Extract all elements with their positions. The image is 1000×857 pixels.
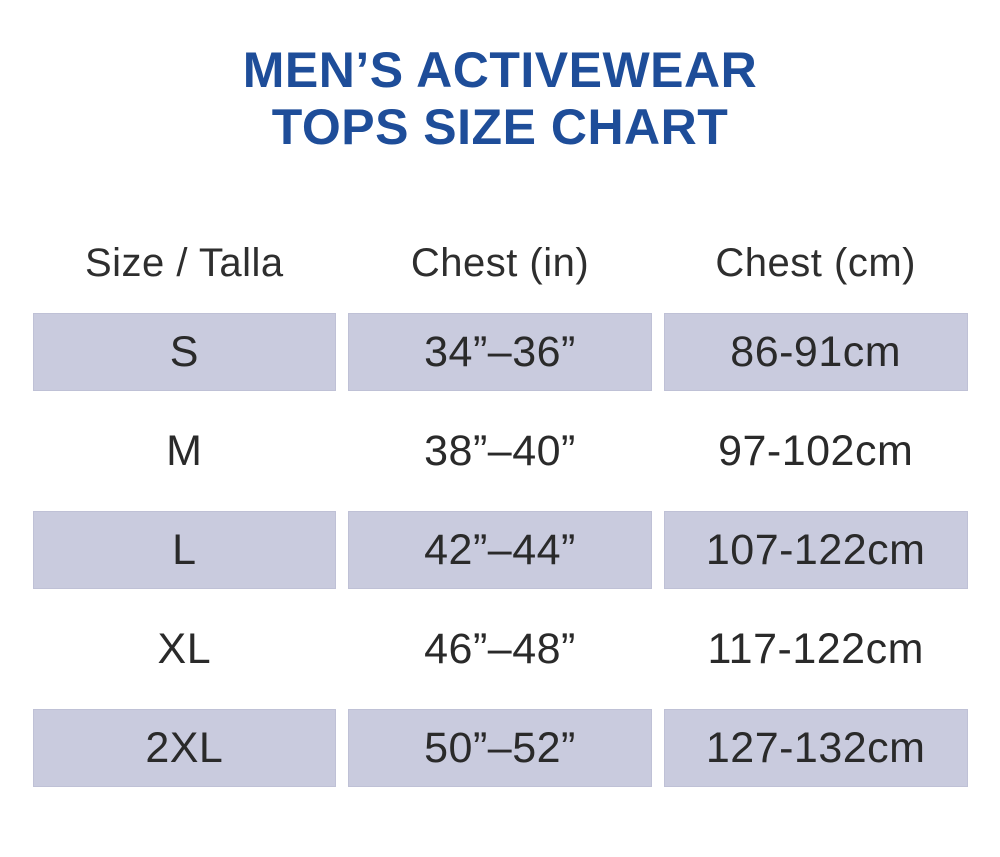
header-chest-in: Chest (in) — [410, 240, 590, 285]
chest-in-cell: 42”–44” — [348, 511, 652, 589]
chest-cm-cell: 107-122cm — [663, 511, 968, 589]
chest-cm-cell: 117-122cm — [707, 624, 924, 673]
table-header-row: Size / Talla Chest (in) Chest (cm) — [33, 230, 968, 296]
chest-in-cell: 50”–52” — [348, 709, 652, 787]
title-line-1: MEN’S ACTIVEWEAR — [242, 42, 758, 98]
chest-in-cell: 34”–36” — [348, 313, 652, 391]
table-row-s: S 34”–36” 86-91cm — [32, 313, 968, 391]
size-cell: M — [166, 426, 203, 475]
title-line-2: TOPS SIZE CHART — [271, 99, 729, 155]
table-row-m: M 38”–40” 97-102cm — [33, 412, 968, 490]
table-row-l: L 42”–44” 107-122cm — [32, 511, 968, 589]
chest-cm-cell: 86-91cm — [663, 313, 968, 391]
chest-cm-cell: 97-102cm — [718, 426, 914, 475]
header-size: Size / Talla — [84, 240, 284, 285]
table-row-xl: XL 46”–48” 117-122cm — [33, 610, 968, 688]
size-cell: 2XL — [32, 709, 337, 787]
page-title: MEN’S ACTIVEWEAR TOPS SIZE CHART — [0, 0, 1000, 156]
chest-in-cell: 46”–48” — [424, 624, 576, 673]
size-table: Size / Talla Chest (in) Chest (cm) S 34”… — [32, 230, 968, 787]
header-chest-cm: Chest (cm) — [715, 240, 916, 285]
size-cell: L — [32, 511, 337, 589]
size-cell: XL — [157, 624, 212, 673]
chest-in-cell: 38”–40” — [424, 426, 576, 475]
chest-cm-cell: 127-132cm — [663, 709, 968, 787]
table-row-2xl: 2XL 50”–52” 127-132cm — [32, 709, 968, 787]
size-cell: S — [32, 313, 337, 391]
